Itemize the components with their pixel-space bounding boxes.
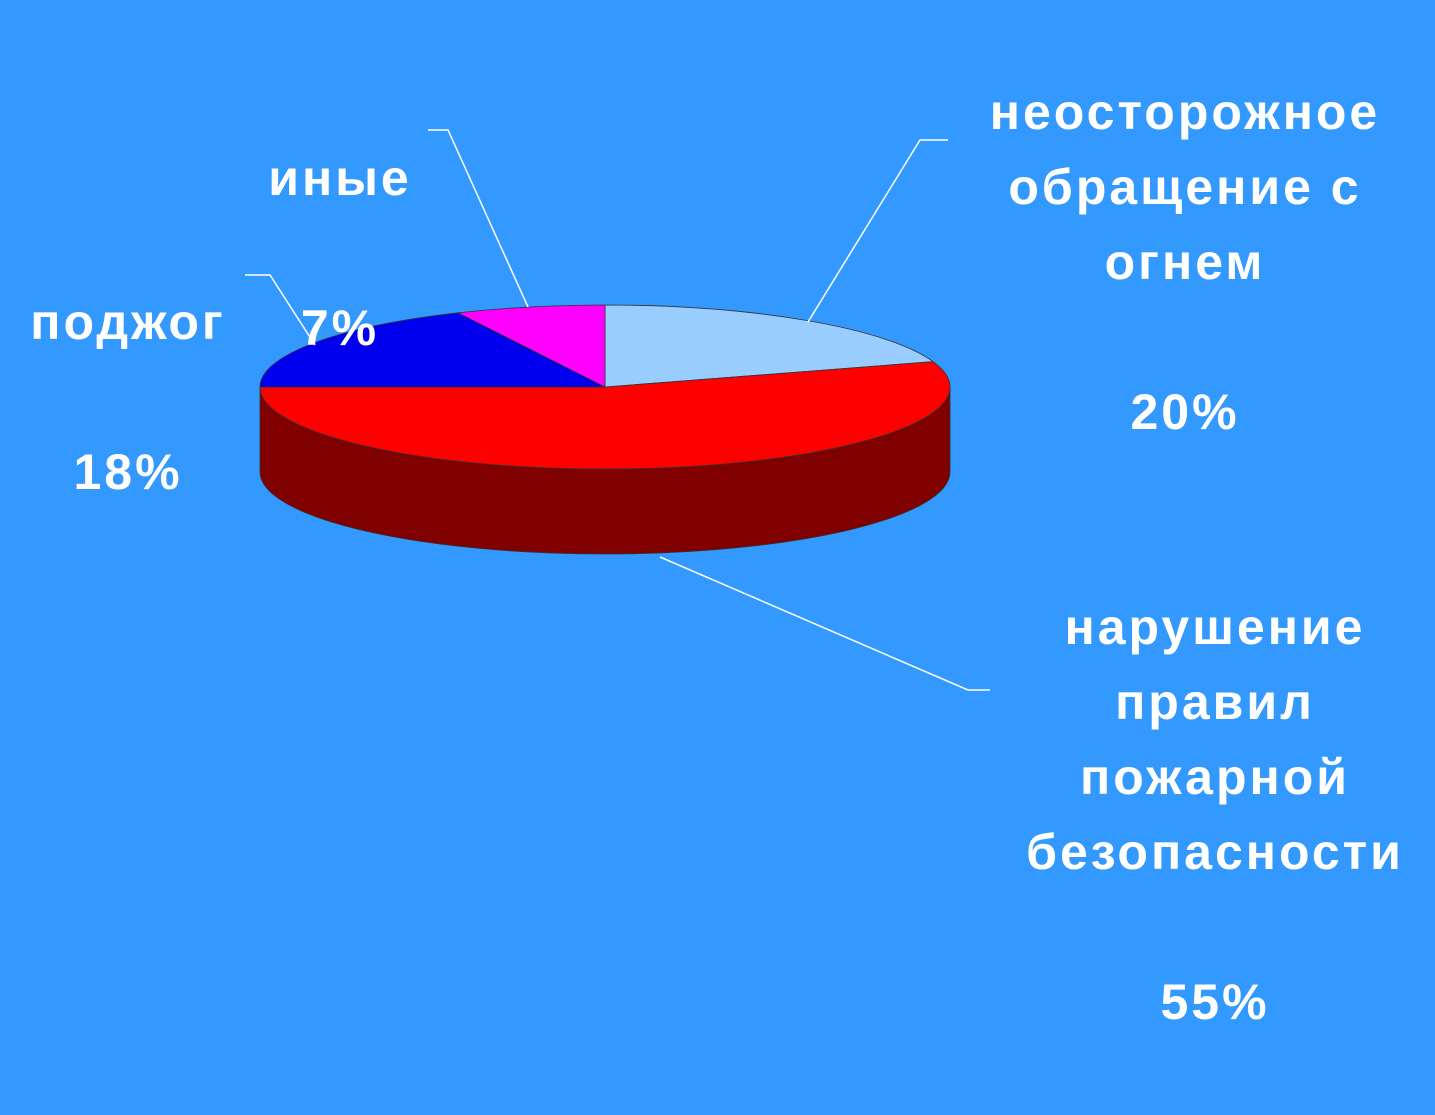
leader-line — [428, 129, 529, 308]
leader-line — [659, 556, 990, 691]
slice — [604, 304, 935, 388]
value-label: 20% — [1130, 384, 1240, 440]
slice-label: неосторожное обращение с огнем 20% — [940, 0, 1430, 525]
category-label: неосторожное обращение с огнем — [989, 84, 1381, 290]
slice-label: поджог 18% — [0, 210, 256, 585]
page: неосторожное обращение с огнем 20% наруш… — [0, 0, 1430, 1030]
value-label: 55% — [1160, 974, 1270, 1030]
pie — [259, 304, 951, 555]
chart — [245, 129, 990, 691]
category-label: нарушение правил пожарной безопасности — [1026, 599, 1404, 880]
slice — [456, 304, 606, 388]
slice-label: иные 7% — [240, 66, 440, 441]
category-label: иные — [268, 150, 412, 206]
slice-label: нарушение правил пожарной безопасности 5… — [975, 515, 1435, 1115]
category-label: поджог — [30, 294, 226, 350]
value-label: 18% — [73, 444, 183, 500]
leader-line — [245, 274, 316, 346]
leader-lines — [245, 129, 990, 691]
leader-line — [807, 139, 948, 323]
value-label: 7% — [300, 300, 380, 356]
slice — [259, 361, 951, 470]
